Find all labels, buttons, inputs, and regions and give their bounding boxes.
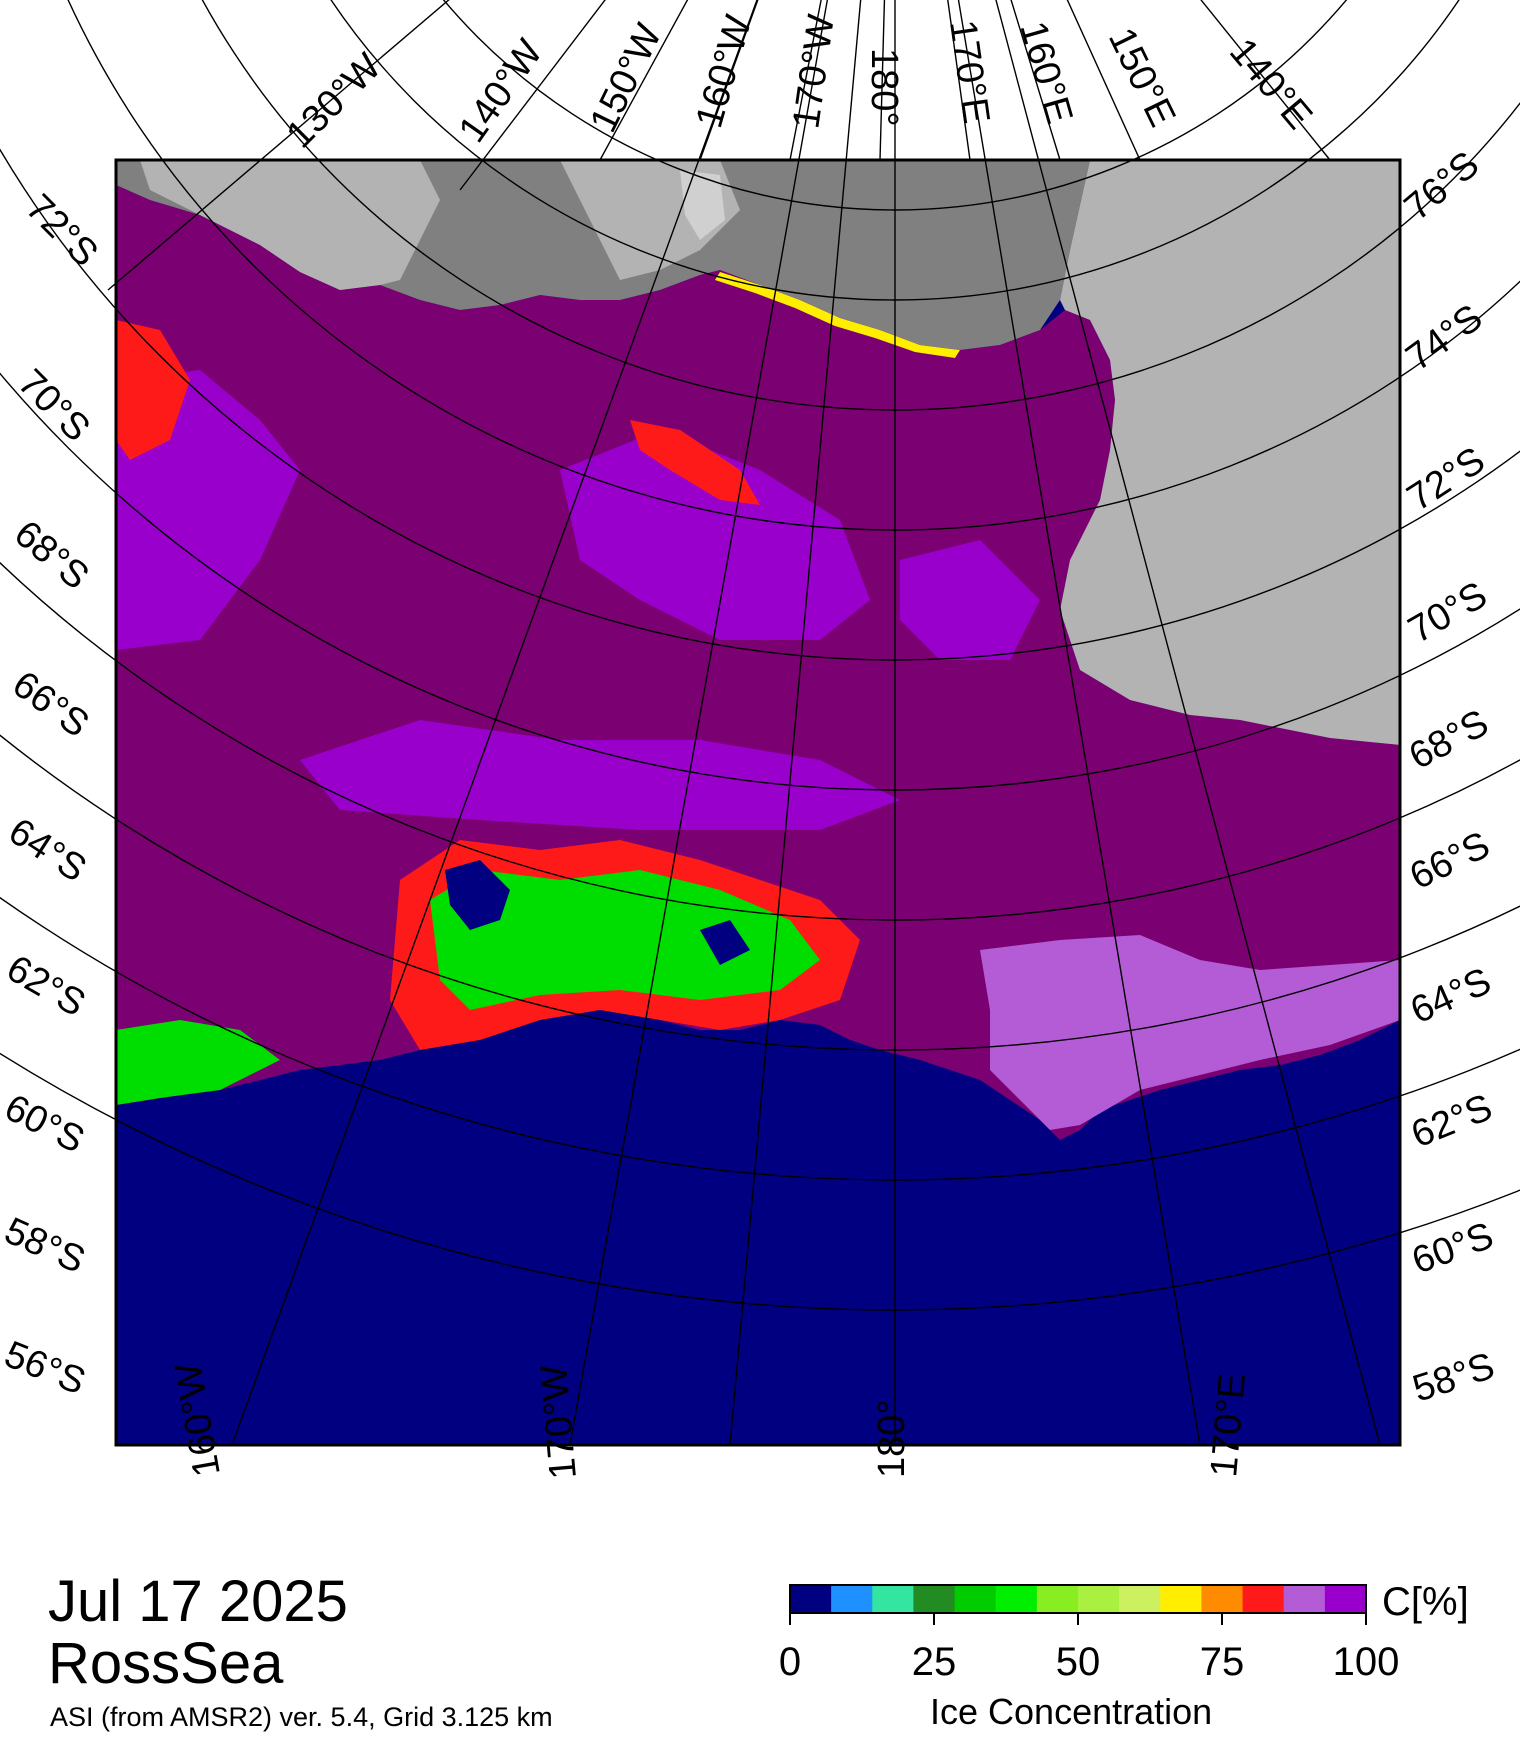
latitude-label: 58°S <box>1408 1345 1500 1411</box>
meridian-label: 170°E <box>941 17 997 126</box>
legend-tick-marks <box>789 1613 1367 1625</box>
meridian-label: 130°W <box>279 46 390 157</box>
legend-swatch <box>1078 1585 1120 1613</box>
marginal-ice-zone-east <box>980 935 1400 1130</box>
legend-swatch <box>1160 1585 1202 1613</box>
meridian-label: 160°E <box>1011 17 1080 129</box>
legend-title: Ice Concentration <box>930 1691 1213 1732</box>
legend-swatch <box>995 1585 1038 1613</box>
meridian-line <box>107 0 450 291</box>
legend-unit: C[%] <box>1382 1580 1469 1624</box>
meridian-line <box>729 0 862 1446</box>
latitude-label: 66°S <box>1404 824 1497 898</box>
ice-sheet-highland <box>680 170 725 240</box>
latitude-label: 68°S <box>6 513 96 598</box>
latitude-label: 64°S <box>1 810 93 890</box>
open-water-polynya <box>445 860 750 965</box>
legend-swatch <box>790 1585 832 1613</box>
legend-swatch <box>1119 1585 1161 1613</box>
legend-tick-label: 75 <box>1199 1640 1245 1684</box>
meridian-labels-top: 130°W 140°W 150°W 160°W 170°W 180° 170°E… <box>279 11 1320 157</box>
legend-swatch <box>954 1585 997 1613</box>
legend-swatch <box>913 1585 956 1613</box>
meridian-label: 150°E <box>1100 22 1183 134</box>
latitude-labels-left: 72°S 70°S 68°S 66°S 64°S 62°S 60°S 58°S … <box>0 187 106 1404</box>
meridian-line <box>1066 0 1141 161</box>
meridian-line <box>957 0 1201 1446</box>
coastal-polynya <box>715 272 960 358</box>
meridian-line <box>699 0 759 161</box>
latitude-label: 68°S <box>1403 702 1496 778</box>
map-region: RossSea <box>48 1631 284 1696</box>
meridian-label: 140°E <box>1221 31 1320 138</box>
legend-swatch <box>1242 1585 1285 1613</box>
map-frame <box>114 158 1402 1447</box>
latitude-label: 66°S <box>5 663 97 746</box>
meridian-label: 170°W <box>533 1363 585 1481</box>
legend-swatch <box>1201 1585 1244 1613</box>
marginal-ice-zone-west <box>116 1020 280 1105</box>
meridian-line <box>1010 0 1061 161</box>
meridian-line <box>459 0 606 191</box>
antarctica-land <box>140 160 1400 745</box>
latitude-label: 58°S <box>0 1210 91 1282</box>
antarctica-ice-shelf <box>116 160 1400 350</box>
latitude-label: 56°S <box>0 1333 91 1403</box>
latitude-label: 62°S <box>0 947 92 1025</box>
latitude-label: 62°S <box>1406 1086 1499 1156</box>
legend-tick-label: 50 <box>1055 1640 1101 1684</box>
latitude-label: 70°S <box>10 362 98 450</box>
meridian-line <box>569 0 829 1446</box>
legend-swatch <box>872 1585 914 1613</box>
latitude-label: 74°S <box>1399 297 1491 380</box>
sea-ice-lilac-band <box>116 370 1040 830</box>
meridian-label: 150°W <box>582 18 670 139</box>
meridian-line <box>995 0 1381 1446</box>
meridian-label: 170°E <box>1203 1372 1254 1479</box>
map-field <box>116 160 1400 1445</box>
meridian-line <box>231 0 758 1446</box>
latitude-label: 72°S <box>1400 439 1492 519</box>
product-info: ASI (from AMSR2) ver. 5.4, Grid 3.125 km <box>50 1702 553 1732</box>
meridian-label: 170°W <box>785 12 843 131</box>
legend-swatch <box>1324 1585 1367 1613</box>
latitude-label: 70°S <box>1402 574 1495 652</box>
legend-tick-label: 25 <box>911 1640 957 1684</box>
legend-tick-label: 0 <box>778 1640 802 1684</box>
meridian-label: 160°W <box>688 11 760 133</box>
latitude-label: 60°S <box>1407 1215 1499 1283</box>
legend-swatch <box>1036 1585 1079 1613</box>
map-date: Jul 17 2025 <box>48 1569 348 1634</box>
marginal-ice-green <box>430 870 820 1010</box>
legend-swatch <box>831 1585 873 1613</box>
graticule-lines <box>0 0 1520 1446</box>
low-concentration-streak <box>116 320 190 460</box>
meridian-label: 180° <box>863 48 905 127</box>
latitude-label: 60°S <box>0 1087 91 1162</box>
legend-swatch <box>1283 1585 1326 1613</box>
latitude-label: 76°S <box>1397 143 1487 228</box>
meridian-line <box>1200 0 1331 161</box>
legend-tick-label: 100 <box>1332 1640 1400 1684</box>
legend-colorbar <box>789 1584 1367 1614</box>
meridian-line <box>599 0 689 161</box>
latitude-labels-right: 76°S 74°S 72°S 70°S 68°S 66°S 64°S 62°S … <box>1397 143 1500 1410</box>
meridian-line <box>789 0 822 161</box>
low-concentration-streak <box>630 420 760 505</box>
latitude-label: 64°S <box>1405 960 1498 1032</box>
meridian-label: 180° <box>871 1399 913 1478</box>
meridian-line <box>879 0 886 161</box>
meridian-line <box>947 0 971 161</box>
